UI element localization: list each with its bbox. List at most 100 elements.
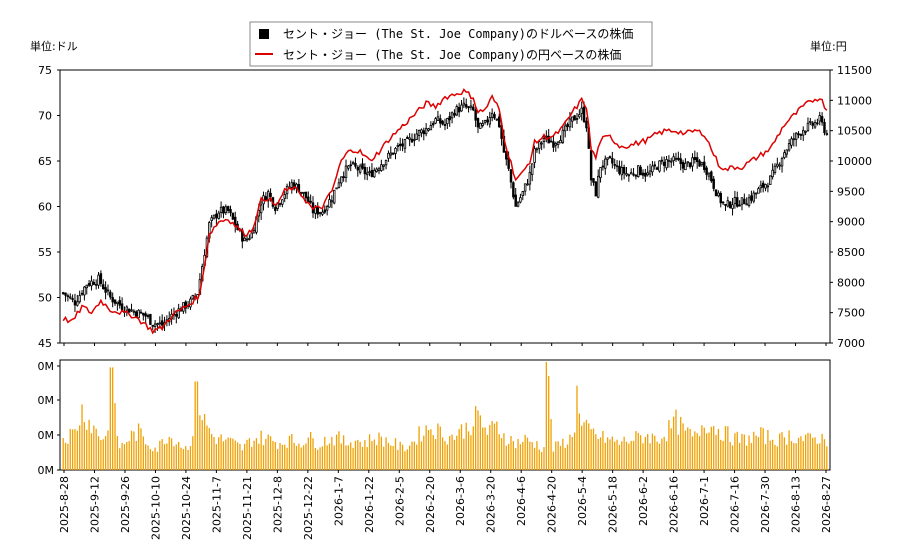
volume-bar xyxy=(378,432,380,470)
candle-body xyxy=(479,122,482,129)
candle-body xyxy=(573,115,576,121)
candle-body xyxy=(212,214,216,219)
volume-bar xyxy=(517,439,519,470)
volume-bar xyxy=(239,443,241,470)
candle-body xyxy=(149,314,152,325)
candle xyxy=(215,209,218,225)
volume-bar xyxy=(279,442,281,470)
candle xyxy=(813,119,817,129)
volume-bar xyxy=(578,413,580,470)
candle xyxy=(398,137,402,151)
candle-body xyxy=(135,311,138,317)
candle xyxy=(431,120,435,128)
candle xyxy=(354,157,357,169)
candle xyxy=(761,180,765,193)
volume-bar xyxy=(222,441,225,470)
candle-body xyxy=(217,212,220,219)
candle-body xyxy=(347,165,350,169)
volume-bar xyxy=(373,439,375,470)
jpy-tick-label: 9000 xyxy=(837,216,865,229)
candle-body xyxy=(497,116,501,128)
candle xyxy=(347,165,350,171)
candle xyxy=(776,157,779,169)
candle-body xyxy=(766,185,770,188)
candle xyxy=(380,159,383,172)
volume-bar xyxy=(809,433,811,470)
volume-bar xyxy=(335,434,338,470)
candle xyxy=(674,152,678,162)
volume-bar xyxy=(347,445,350,470)
candle xyxy=(302,191,305,197)
volume-bar xyxy=(465,422,467,470)
candle-body xyxy=(368,171,371,173)
candle-body xyxy=(575,118,579,120)
candle xyxy=(688,162,692,169)
candle-body xyxy=(823,121,826,134)
volume-bar xyxy=(399,441,401,470)
volume-bar xyxy=(418,426,420,470)
candle-body xyxy=(787,143,791,151)
candle xyxy=(799,133,803,141)
candle xyxy=(434,117,437,125)
volume-bar xyxy=(166,443,168,470)
x-tick-label: 2026-1-7 xyxy=(332,476,345,526)
candle-body xyxy=(410,138,414,143)
candle-body xyxy=(674,157,678,160)
usd-tick-label: 55 xyxy=(38,246,52,259)
candle-body xyxy=(736,197,739,207)
candle xyxy=(151,324,154,331)
volume-bar xyxy=(642,443,644,470)
candle-body xyxy=(622,166,626,174)
volume-bar xyxy=(536,441,538,470)
candle-body xyxy=(521,191,525,197)
volume-bar xyxy=(163,444,166,470)
candle-body xyxy=(752,192,755,202)
volume-bar xyxy=(529,441,531,470)
candle-body xyxy=(99,273,103,284)
volume-bar xyxy=(786,444,788,470)
candle-body xyxy=(634,174,638,177)
volume-bar xyxy=(229,437,232,470)
candle xyxy=(665,156,668,171)
candle-body xyxy=(446,118,449,125)
candle xyxy=(415,129,418,140)
candle xyxy=(436,110,440,122)
volume-bar xyxy=(201,420,203,470)
volume-bar xyxy=(434,438,437,470)
candle-body xyxy=(356,166,360,171)
candle xyxy=(726,196,730,208)
volume-bar xyxy=(182,449,185,470)
volume-bar xyxy=(812,437,814,470)
candle xyxy=(337,178,341,189)
candle-body xyxy=(250,232,253,239)
candle-body xyxy=(523,183,527,192)
candle xyxy=(641,169,645,179)
candle-body xyxy=(177,308,180,319)
volume-bar xyxy=(793,443,795,470)
candle xyxy=(505,150,508,166)
candle-body xyxy=(436,116,440,121)
candle-body xyxy=(116,301,119,304)
candle xyxy=(802,126,805,141)
candle-body xyxy=(596,175,600,198)
volume-bar xyxy=(236,442,239,470)
candle-body xyxy=(450,112,454,119)
volume-bar xyxy=(439,426,441,470)
candle xyxy=(410,133,414,143)
candle xyxy=(365,167,369,181)
candle-body xyxy=(243,237,246,242)
volume-bar xyxy=(173,446,175,470)
volume-bar xyxy=(262,445,265,470)
candle-body xyxy=(66,295,70,298)
candle xyxy=(681,159,685,173)
candle xyxy=(662,156,666,173)
candle-body xyxy=(653,164,656,167)
candle-body xyxy=(80,292,84,295)
candle-body xyxy=(398,143,402,146)
x-tick-label: 2026-5-4 xyxy=(576,476,589,526)
candle xyxy=(764,183,767,192)
candle-body xyxy=(754,192,758,195)
volume-bar xyxy=(750,443,753,470)
volume-bar xyxy=(385,437,387,470)
candle xyxy=(820,112,824,126)
